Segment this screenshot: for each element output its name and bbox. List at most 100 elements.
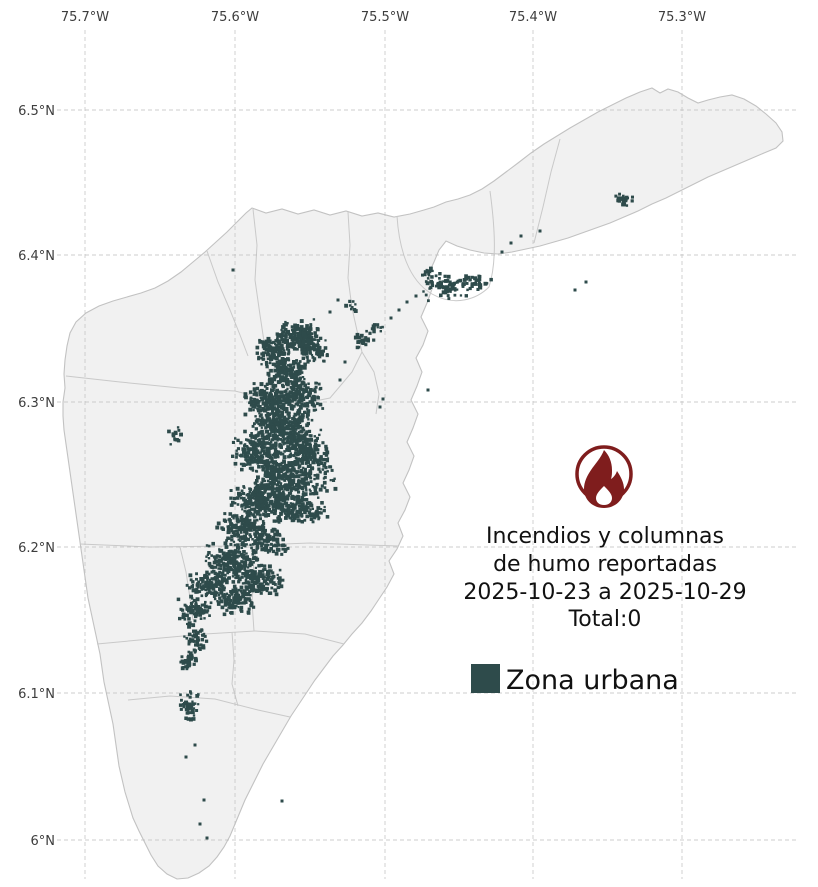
urban-zone-point bbox=[296, 338, 299, 341]
urban-zone-point bbox=[311, 520, 315, 524]
urban-zone-point bbox=[280, 357, 285, 361]
urban-zone-point bbox=[326, 470, 329, 473]
urban-zone-point bbox=[182, 666, 185, 669]
urban-zone-point bbox=[257, 589, 261, 593]
urban-zone-point bbox=[278, 349, 283, 353]
urban-zone-point bbox=[198, 590, 202, 594]
urban-zone-point bbox=[264, 348, 268, 352]
urban-zone-point bbox=[291, 487, 295, 491]
urban-zone-point bbox=[267, 487, 271, 491]
urban-zone-point bbox=[312, 343, 316, 347]
urban-zone-point bbox=[284, 402, 287, 405]
urban-zone-point bbox=[243, 597, 248, 601]
urban-zone-point bbox=[188, 573, 193, 578]
urban-zone-point bbox=[260, 357, 263, 360]
urban-zone-point bbox=[315, 475, 320, 480]
urban-zone-point bbox=[248, 599, 252, 603]
urban-zone-point bbox=[245, 537, 249, 541]
urban-zone-point bbox=[231, 588, 234, 591]
urban-zone-point bbox=[299, 430, 302, 433]
urban-zone-point bbox=[194, 629, 198, 632]
urban-zone-point bbox=[279, 534, 282, 537]
urban-zone-point bbox=[305, 474, 308, 477]
urban-zone-point bbox=[470, 282, 474, 286]
urban-zone-point bbox=[298, 390, 302, 394]
urban-zone-point bbox=[283, 512, 287, 515]
urban-zone-point bbox=[292, 435, 297, 440]
urban-zone-point bbox=[243, 530, 246, 533]
municipality-border-line bbox=[361, 351, 380, 415]
urban-zone-point bbox=[277, 424, 281, 429]
urban-zone-point bbox=[308, 391, 312, 395]
urban-zone-point bbox=[270, 510, 274, 514]
urban-zone-point bbox=[232, 599, 236, 603]
urban-zone-point bbox=[290, 385, 295, 389]
urban-zone-point bbox=[284, 375, 288, 379]
urban-zone-point bbox=[306, 455, 310, 459]
urban-zone-point bbox=[245, 504, 249, 509]
urban-zone-point bbox=[296, 480, 301, 484]
legend-swatch bbox=[471, 664, 500, 693]
urban-zone-point bbox=[255, 452, 259, 456]
urban-zone-point bbox=[622, 202, 627, 207]
urban-zone-point bbox=[271, 575, 274, 579]
urban-zone-point bbox=[267, 583, 270, 586]
urban-zone-point bbox=[255, 345, 260, 350]
urban-zone-point bbox=[229, 567, 233, 572]
urban-zone-point bbox=[187, 642, 191, 646]
urban-zone-point bbox=[573, 288, 577, 292]
urban-zone-point bbox=[279, 445, 283, 449]
urban-zone-point bbox=[183, 659, 188, 663]
urban-zone-point bbox=[198, 609, 203, 614]
urban-zone-point bbox=[297, 345, 301, 348]
urban-zone-point bbox=[423, 273, 427, 277]
urban-zone-point bbox=[273, 378, 277, 382]
urban-zone-point bbox=[293, 498, 296, 501]
urban-zone-point bbox=[211, 587, 216, 591]
urban-zone-point bbox=[294, 377, 299, 382]
urban-zone-point bbox=[260, 482, 263, 485]
urban-zone-point bbox=[272, 347, 275, 351]
urban-zone-point bbox=[272, 519, 276, 523]
urban-zone-point bbox=[273, 470, 276, 473]
urban-zone-point bbox=[293, 430, 297, 435]
urban-zone-point bbox=[266, 357, 270, 361]
urban-zone-point bbox=[286, 364, 290, 367]
urban-zone-point bbox=[277, 463, 282, 467]
urban-zone-point bbox=[311, 460, 315, 464]
urban-zone-point bbox=[232, 584, 237, 589]
urban-zone-point bbox=[196, 631, 200, 635]
urban-zone-point bbox=[243, 524, 247, 528]
urban-zone-point bbox=[206, 574, 209, 578]
urban-zone-point bbox=[305, 472, 309, 475]
urban-zone-point bbox=[285, 407, 289, 411]
urban-zone-point bbox=[276, 490, 279, 493]
urban-zone-point bbox=[257, 402, 260, 405]
urban-zone-point bbox=[274, 429, 278, 433]
urban-zone-point bbox=[195, 607, 199, 611]
urban-zone-point bbox=[254, 505, 259, 509]
urban-zone-point bbox=[256, 493, 260, 497]
urban-zone-point bbox=[269, 499, 274, 504]
urban-zone-point bbox=[265, 454, 269, 458]
urban-zone-point bbox=[187, 639, 192, 644]
urban-zone-point bbox=[459, 294, 463, 297]
urban-zone-point bbox=[371, 324, 376, 329]
urban-zone-point bbox=[263, 394, 268, 399]
urban-zone-point bbox=[261, 455, 265, 459]
urban-zone-point bbox=[223, 593, 227, 598]
urban-zone-point bbox=[303, 335, 308, 339]
urban-zone-point bbox=[245, 438, 248, 441]
urban-zone-point bbox=[308, 359, 311, 362]
urban-zone-point bbox=[297, 434, 302, 439]
urban-zone-point bbox=[256, 502, 260, 506]
urban-zone-point bbox=[204, 580, 209, 585]
urban-zone-point bbox=[243, 392, 248, 396]
urban-zone-point bbox=[243, 568, 247, 571]
urban-zone-point bbox=[239, 453, 244, 458]
urban-zone-point bbox=[291, 340, 295, 343]
urban-zone-point bbox=[247, 514, 251, 518]
urban-zone-point bbox=[225, 539, 228, 542]
urban-zone-point bbox=[287, 422, 291, 426]
urban-zone-point bbox=[258, 339, 263, 344]
